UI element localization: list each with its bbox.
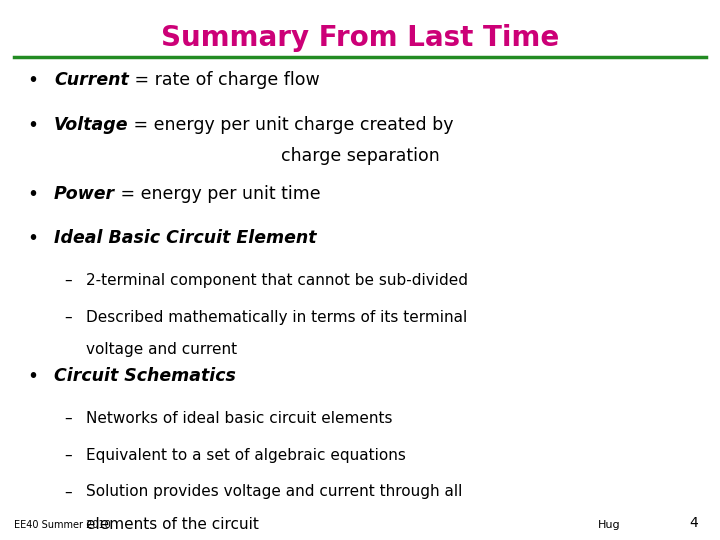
Text: Power: Power [54,185,115,202]
Text: Circuit Schematics: Circuit Schematics [54,367,236,384]
Text: Current: Current [54,71,129,89]
Text: voltage and current: voltage and current [86,342,238,357]
Text: = energy per unit time: = energy per unit time [115,185,320,202]
Text: –: – [65,411,72,426]
Text: Voltage: Voltage [54,116,128,133]
Text: Summary From Last Time: Summary From Last Time [161,24,559,52]
Text: Ideal Basic Circuit Element: Ideal Basic Circuit Element [54,229,317,247]
Text: –: – [65,310,72,325]
Text: •: • [27,185,38,204]
Text: –: – [65,484,72,500]
Text: •: • [27,71,38,90]
Text: Solution provides voltage and current through all: Solution provides voltage and current th… [86,484,463,500]
Text: –: – [65,273,72,288]
Text: EE40 Summer 2010: EE40 Summer 2010 [14,520,111,530]
Text: 2-terminal component that cannot be sub-divided: 2-terminal component that cannot be sub-… [86,273,469,288]
Text: •: • [27,367,38,386]
Text: Equivalent to a set of algebraic equations: Equivalent to a set of algebraic equatio… [86,448,406,463]
Text: 4: 4 [690,516,698,530]
Text: Networks of ideal basic circuit elements: Networks of ideal basic circuit elements [86,411,393,426]
Text: Hug: Hug [598,520,620,530]
Text: •: • [27,116,38,134]
Text: Described mathematically in terms of its terminal: Described mathematically in terms of its… [86,310,468,325]
Text: –: – [65,448,72,463]
Text: = rate of charge flow: = rate of charge flow [129,71,320,89]
Text: = energy per unit charge created by: = energy per unit charge created by [128,116,454,133]
Text: •: • [27,229,38,248]
Text: charge separation: charge separation [281,147,439,165]
Text: elements of the circuit: elements of the circuit [86,517,259,532]
